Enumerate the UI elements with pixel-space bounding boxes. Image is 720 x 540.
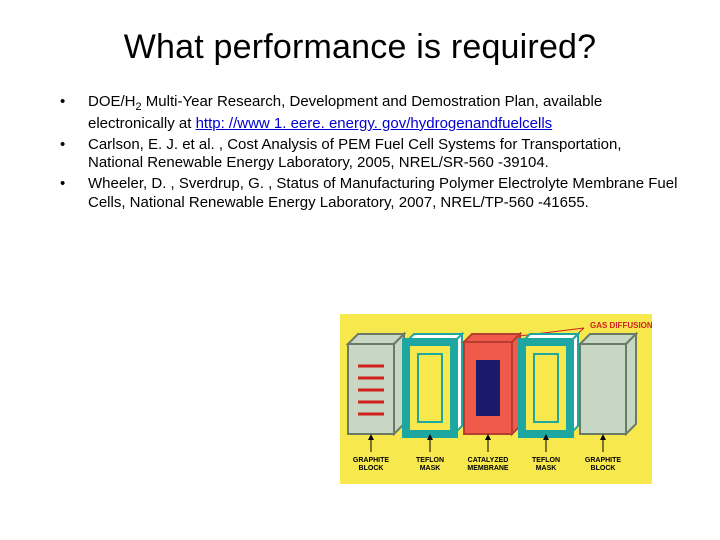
svg-text:MASK: MASK — [420, 465, 441, 472]
bullet-item-1: DOE/H2 Multi-Year Research, Development … — [60, 93, 678, 134]
svg-text:MASK: MASK — [536, 465, 557, 472]
svg-text:BLOCK: BLOCK — [359, 465, 384, 472]
svg-text:CATALYZED: CATALYZED — [468, 457, 509, 464]
slide-title: What performance is required? — [42, 28, 678, 67]
svg-text:MEMBRANE: MEMBRANE — [467, 465, 509, 472]
callout-text: GAS DIFFUSION BACKINGS — [590, 321, 652, 330]
bullet-list: DOE/H2 Multi-Year Research, Development … — [42, 93, 678, 213]
bullet-item-2: Carlson, E. J. et al. , Cost Analysis of… — [60, 136, 678, 174]
svg-text:GRAPHITE: GRAPHITE — [585, 457, 622, 464]
slide: What performance is required? DOE/H2 Mul… — [0, 0, 720, 540]
svg-text:TEFLON: TEFLON — [532, 457, 560, 464]
svg-text:BLOCK: BLOCK — [591, 465, 616, 472]
fuel-cell-diagram: GAS DIFFUSION BACKINGS GRAPHITEBLOCKTEFL… — [340, 314, 652, 484]
bullet1-link[interactable]: http: //www 1. eere. energy. gov/hydroge… — [196, 115, 553, 132]
bullet-item-3: Wheeler, D. , Sverdrup, G. , Status of M… — [60, 175, 678, 213]
diagram-layers — [348, 334, 636, 434]
bullet1-before: DOE/H — [88, 93, 136, 110]
svg-text:TEFLON: TEFLON — [416, 457, 444, 464]
svg-text:GRAPHITE: GRAPHITE — [353, 457, 390, 464]
